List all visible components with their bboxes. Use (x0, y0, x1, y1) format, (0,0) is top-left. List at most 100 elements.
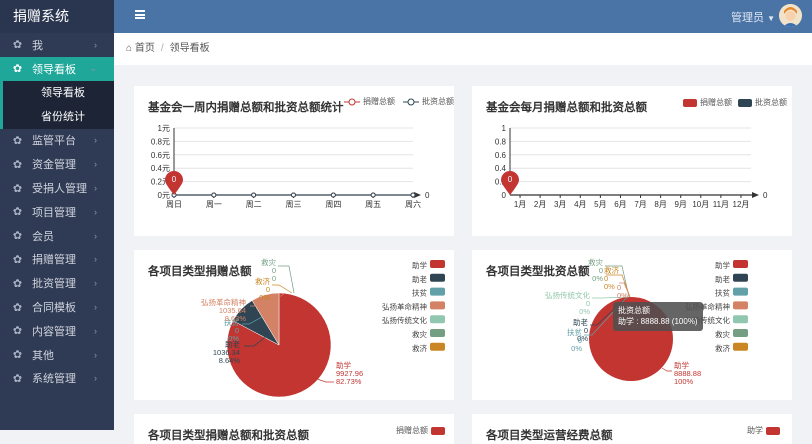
legend-label[interactable]: 捐赠总额 (363, 97, 395, 106)
legend-swatch (733, 301, 748, 310)
gear-icon: ✿ (12, 158, 23, 171)
legend-label[interactable]: 捐赠总额 (700, 98, 732, 107)
legend-label: 助学 (412, 260, 427, 270)
gear-icon: ✿ (12, 349, 23, 362)
legend-label: 救灾 (715, 329, 730, 339)
pie-label: 弘扬革命精神 (201, 297, 246, 307)
data-point (410, 192, 416, 198)
pie-label: 0% (604, 282, 615, 291)
legend-swatch (430, 329, 445, 337)
y-tick-label: 0元 (158, 191, 170, 200)
chevron-icon: ⌄ (89, 63, 97, 74)
sidebar-item[interactable]: ✿ 领导看板 ⌄ (0, 56, 114, 81)
chart-legend: 助学 (747, 425, 780, 436)
breadcrumb-home[interactable]: 首页 (134, 43, 155, 54)
data-point (410, 192, 416, 198)
chart-tooltip: 批资总额 助学 : 8888.88 (100%) (613, 302, 703, 331)
chevron-icon: › (94, 206, 97, 217)
pie-label: 0 (272, 274, 276, 283)
pie-label: 0 (235, 326, 239, 335)
sidebar-item[interactable]: ✿ 项目管理 › (0, 200, 114, 224)
x-tick-label: 5月 (594, 200, 606, 209)
sidebar-item[interactable]: ✿ 批资管理 › (0, 271, 114, 295)
legend-swatch (430, 301, 445, 310)
pie-chart: 助学助老扶贫弘扬革命精神弘扬传统文化救灾救济助学8888.88100%助老00%… (545, 257, 748, 386)
label-line (272, 284, 293, 294)
y-tick-label: 0.2 (495, 178, 507, 187)
y-tick-label: 0.8元 (151, 137, 170, 146)
pie-label: 救灾 (588, 257, 603, 267)
pie-label: 0% (579, 307, 590, 316)
sidebar-item[interactable]: ✿ 其他 › (0, 343, 114, 367)
donation-pie-panel: 各项目类型捐赠总额 助学 助老 扶贫 弘扬革命精神 弘扬传统文化 救灾 救济 助学 9927.9… (134, 250, 454, 400)
x-tick-label: 6月 (614, 200, 626, 209)
x-tick-label: 2月 (534, 200, 546, 209)
x-tick-label: 10月 (692, 200, 709, 209)
y-tick-label: 0.6元 (151, 151, 170, 160)
pie-label: 0% (228, 334, 239, 343)
legend-label[interactable]: 捐赠总额 (396, 426, 428, 435)
tooltip-text: 助学 : 8888.88 (100%) (618, 317, 698, 326)
data-point (330, 192, 336, 198)
x-tick-label: 周二 (246, 200, 262, 209)
x-tick-label: 12月 (733, 200, 750, 209)
label-line (278, 265, 295, 294)
avatar[interactable] (779, 4, 802, 27)
legend-label[interactable]: 批资总额 (755, 98, 787, 107)
sidebar-item[interactable]: ✿ 内容管理 › (0, 319, 114, 343)
legend-swatch (430, 287, 445, 296)
sidebar-item[interactable]: ✿ 系统管理 › (0, 367, 114, 391)
legend-label: 弘扬革命精神 (685, 301, 730, 311)
sidebar-item[interactable]: ✿ 监管平台 › (0, 129, 114, 153)
legend-label: 扶贫 (412, 288, 427, 298)
sidebar-item[interactable]: ✿ 我 › (0, 33, 114, 57)
chevron-icon: › (94, 278, 97, 289)
x-tick-label: 11月 (713, 200, 729, 209)
marker-label: 0 (508, 175, 513, 184)
legend-label: 弘扬革命精神 (382, 301, 427, 311)
chart-legend: 捐赠总额 批资总额 (344, 96, 454, 107)
sidebar-item-label: 其他 (32, 349, 54, 362)
legend-label[interactable]: 批资总额 (422, 97, 454, 106)
axis-end-label: 0 (763, 191, 768, 200)
label-line (661, 367, 672, 372)
user-menu[interactable]: 管理员 ▼ (731, 9, 775, 25)
legend-label: 助老 (412, 274, 427, 284)
menu-toggle-icon[interactable] (135, 10, 145, 19)
legend-swatch (430, 315, 445, 324)
sidebar-subitem[interactable]: 省份统计 (0, 104, 114, 129)
sidebar-item[interactable]: ✿ 捐赠管理 › (0, 248, 114, 272)
legend-label[interactable]: 助学 (747, 426, 763, 435)
sidebar-item[interactable]: ✿ 受捐人管理 › (0, 176, 114, 200)
pie-label: 弘扬传统文化 (545, 290, 590, 300)
pie-label: 8.64% (219, 356, 241, 365)
chart-title: 基金会每月捐赠总额和批资总额 (486, 102, 647, 114)
legend-label: 扶贫 (715, 288, 730, 298)
chevron-icon: › (94, 349, 97, 360)
pie-label: 助老 (225, 339, 240, 349)
sidebar-item[interactable]: ✿ 合同模板 › (0, 295, 114, 319)
chevron-icon: › (94, 183, 97, 194)
gear-icon: ✿ (12, 253, 23, 266)
sidebar-item[interactable]: ✿ 会员 › (0, 224, 114, 248)
data-point (171, 192, 177, 198)
pie-label: 1036.34 (213, 348, 240, 357)
sidebar-item[interactable]: ✿ 资金管理 › (0, 152, 114, 176)
pie-label: 助老 (573, 317, 588, 327)
pie-label: 救灾 (261, 257, 276, 267)
data-point (251, 192, 257, 198)
y-tick-label: 1元 (158, 124, 170, 133)
sidebar-item-label: 合同模板 (32, 302, 76, 315)
sidebar-item-label: 捐赠管理 (32, 254, 76, 267)
gear-icon: ✿ (12, 182, 23, 195)
chevron-icon: › (94, 325, 97, 336)
sidebar: 捐赠系统 ✿ 我 › ✿ 领导看板 ⌄ 领导看板 省份统计 ✿ 监管平台 › ✿ 资金管理 › ✿ 受捐人管理… (0, 0, 114, 430)
x-tick-label: 9月 (674, 200, 686, 209)
legend-swatch (733, 329, 748, 337)
legend-label: 救灾 (412, 329, 427, 339)
label-line (605, 265, 630, 298)
sidebar-subitem[interactable]: 领导看板 (0, 80, 114, 105)
pie-label: 100% (674, 377, 694, 386)
x-tick-label: 周五 (365, 200, 381, 209)
data-point (291, 192, 296, 198)
